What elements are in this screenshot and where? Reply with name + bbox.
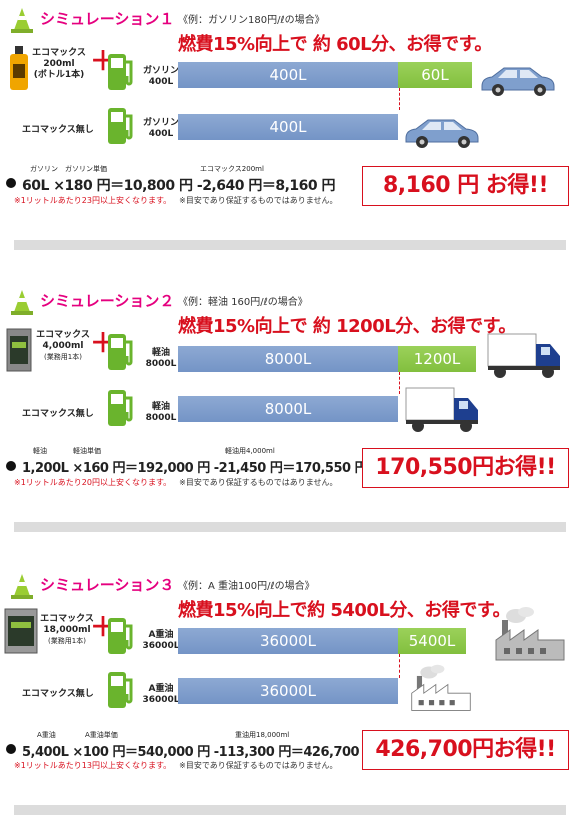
fuel-pump-icon — [108, 108, 133, 144]
fuel-label: 軽油 8000L — [145, 348, 177, 369]
product-note: (ボトル1本) — [33, 70, 85, 80]
saving-divider — [399, 372, 400, 394]
fuel-pump-icon — [108, 54, 133, 90]
simulation-title: シミュレーション２ — [40, 292, 175, 310]
fuel-label: A重油 36000L — [142, 630, 180, 651]
savings-headline: 燃費15%向上で約 5400L分、お得です。 — [178, 600, 511, 621]
simulation-title: シミュレーション１ — [40, 10, 175, 28]
simulation-1: シミュレーション１ 《例：ガソリン180円/ℓの場合》 燃費15%向上で 約 6… — [0, 0, 575, 240]
ecomax-can-icon — [6, 328, 32, 372]
truck-icon — [487, 333, 560, 378]
note-saving: ※1リットルあたり20円以上安くなります。 — [14, 478, 172, 487]
fuel-pump-icon — [108, 672, 133, 708]
product-name: エコマックス 4,000ml — [36, 330, 90, 351]
simulation-title: シミュレーション３ — [40, 576, 175, 594]
fuel-bar-without-ecomax: 8000L — [178, 396, 398, 422]
fuel-label: A重油 36000L — [142, 684, 180, 705]
without-ecomax-label: エコマックス無し — [22, 689, 94, 699]
product-name: エコマックス 18,000ml — [40, 614, 94, 635]
notes: ※1リットルあたり23円以上安くなります。 ※目安であり保証するものではありません… — [14, 195, 338, 206]
saving-bar: 1200L — [398, 346, 476, 372]
section-divider — [14, 240, 566, 250]
fuel-label: ガソリン 400L — [142, 66, 179, 87]
calc-header: A重油単価 — [85, 731, 118, 739]
fuel-bar-without-ecomax: 36000L — [178, 678, 398, 704]
saving-divider — [399, 654, 400, 678]
without-ecomax-label: エコマックス無し — [22, 125, 94, 135]
simulation-3: シミュレーション３ 《例：A 重油100円/ℓの場合》 燃費15%向上で約 54… — [0, 566, 575, 806]
note-disclaimer: ※目安であり保証するものではありません。 — [179, 761, 338, 770]
calc-header: ガソリン — [30, 165, 58, 173]
car-icon — [481, 67, 555, 96]
calc-header: 軽油用4,000ml — [225, 447, 275, 455]
calc-header: 軽油単価 — [73, 447, 101, 455]
saving-bar: 5400L — [398, 628, 466, 654]
bullet-icon — [6, 461, 16, 471]
product-note: (業務用1本) — [44, 353, 82, 361]
fuel-bar-with-ecomax: 400L — [178, 62, 398, 88]
note-disclaimer: ※目安であり保証するものではありません。 — [179, 478, 338, 487]
simulation-2: シミュレーション２ 《例：軽油 160円/ℓの場合》 燃費15%向上で 約 12… — [0, 282, 575, 522]
notes: ※1リットルあたり13円以上安くなります。 ※目安であり保証するものではありません… — [14, 760, 338, 771]
factory-icon — [411, 664, 471, 711]
savings-result-box: 170,550円お得!! — [362, 448, 569, 488]
bullet-icon — [6, 744, 16, 754]
product-label: エコマックス 18,000ml (業務用1本) — [38, 614, 96, 647]
saving-divider — [399, 88, 400, 110]
product-label: エコマックス 4,000ml (業務用1本) — [34, 330, 92, 363]
calculation-formula: 60L ×180 円＝10,800 円 -2,640 円＝8,160 円 — [22, 178, 336, 194]
product-name: エコマックス 200ml — [32, 48, 86, 69]
savings-headline: 燃費15%向上で 約 1200L分、お得です。 — [178, 316, 516, 337]
factory-icon — [495, 607, 565, 661]
fuel-bar-without-ecomax: 400L — [178, 114, 398, 140]
savings-result-box: 426,700円お得!! — [362, 730, 569, 770]
simulation-subtitle: 《例：軽油 160円/ℓの場合》 — [178, 297, 308, 308]
bullet-icon — [6, 178, 16, 188]
fuel-bar-with-ecomax: 8000L — [178, 346, 398, 372]
calc-header: 軽油 — [33, 447, 47, 455]
calculation-formula: 5,400L ×100 円＝540,000 円 -113,300 円＝426,7… — [22, 745, 376, 760]
product-note: (業務用1本) — [48, 637, 86, 645]
traffic-cone-icon — [11, 290, 33, 315]
traffic-cone-icon — [11, 574, 33, 599]
ecomax-can-icon — [4, 608, 38, 654]
calc-header: ガソリン単価 — [65, 165, 107, 173]
calc-header: A重油 — [37, 731, 56, 739]
fuel-pump-icon — [108, 334, 133, 370]
notes: ※1リットルあたり20円以上安くなります。 ※目安であり保証するものではありません… — [14, 477, 338, 488]
section-divider — [14, 522, 566, 532]
fuel-label: 軽油 8000L — [145, 402, 177, 423]
simulation-subtitle: 《例：ガソリン180円/ℓの場合》 — [178, 15, 325, 26]
note-saving: ※1リットルあたり23円以上安くなります。 — [14, 196, 172, 205]
calc-header: エコマックス200ml — [200, 165, 264, 173]
fuel-pump-icon — [108, 618, 133, 654]
fuel-label: ガソリン 400L — [142, 118, 179, 139]
traffic-cone-icon — [11, 8, 33, 33]
ecomax-bottle-icon — [10, 46, 28, 90]
fuel-pump-icon — [108, 390, 133, 426]
without-ecomax-label: エコマックス無し — [22, 409, 94, 419]
calculation-formula: 1,200L ×160 円＝192,000 円 -21,450 円＝170,55… — [22, 461, 368, 476]
section-divider — [14, 805, 566, 815]
note-saving: ※1リットルあたり13円以上安くなります。 — [14, 761, 172, 770]
product-label: エコマックス 200ml (ボトル1本) — [30, 48, 88, 81]
note-disclaimer: ※目安であり保証するものではありません。 — [179, 196, 338, 205]
calc-header: 重油用18,000ml — [235, 731, 290, 739]
savings-result-box: 8,160 円 お得!! — [362, 166, 569, 206]
simulation-subtitle: 《例：A 重油100円/ℓの場合》 — [178, 581, 315, 592]
saving-bar: 60L — [398, 62, 472, 88]
truck-icon — [405, 387, 478, 432]
fuel-bar-with-ecomax: 36000L — [178, 628, 398, 654]
savings-headline: 燃費15%向上で 約 60L分、お得です。 — [178, 34, 492, 55]
car-icon — [405, 119, 479, 148]
